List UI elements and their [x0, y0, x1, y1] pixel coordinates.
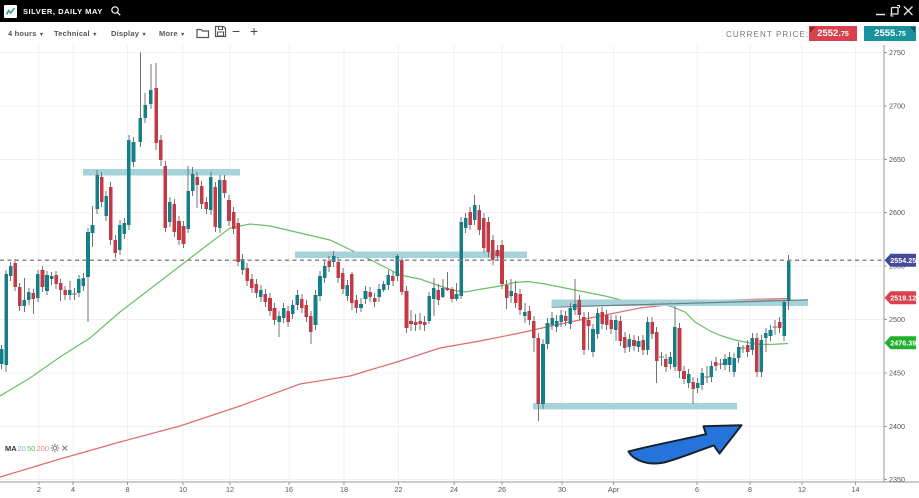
svg-text:2750: 2750 — [889, 48, 905, 57]
svg-text:22: 22 — [395, 485, 403, 494]
svg-text:MA: MA — [5, 444, 17, 453]
svg-text:2400: 2400 — [889, 422, 905, 431]
svg-text:2600: 2600 — [889, 208, 905, 217]
svg-text:12: 12 — [798, 485, 806, 494]
svg-text:18: 18 — [340, 485, 348, 494]
svg-text:50: 50 — [27, 444, 35, 453]
svg-text:8: 8 — [126, 485, 130, 494]
svg-text:2476.39: 2476.39 — [890, 338, 916, 347]
svg-text:24: 24 — [450, 485, 458, 494]
svg-text:14: 14 — [852, 485, 860, 494]
svg-text:2650: 2650 — [889, 155, 905, 164]
svg-text:2450: 2450 — [889, 368, 905, 377]
svg-text:8: 8 — [748, 485, 752, 494]
svg-text:4: 4 — [71, 485, 75, 494]
svg-text:6: 6 — [695, 485, 699, 494]
svg-text:26: 26 — [498, 485, 506, 494]
svg-text:12: 12 — [226, 485, 234, 494]
svg-text:2519.12: 2519.12 — [890, 293, 916, 302]
svg-text:2500: 2500 — [889, 315, 905, 324]
svg-text:Apr: Apr — [608, 485, 620, 494]
svg-text:20: 20 — [18, 444, 26, 453]
svg-text:2350: 2350 — [889, 475, 905, 484]
svg-text:2: 2 — [37, 485, 41, 494]
svg-text:10: 10 — [179, 485, 187, 494]
svg-text:2700: 2700 — [889, 101, 905, 110]
svg-text:16: 16 — [285, 485, 293, 494]
svg-text:200: 200 — [37, 444, 50, 453]
svg-text:2554.25: 2554.25 — [890, 256, 916, 265]
svg-text:30: 30 — [558, 485, 566, 494]
